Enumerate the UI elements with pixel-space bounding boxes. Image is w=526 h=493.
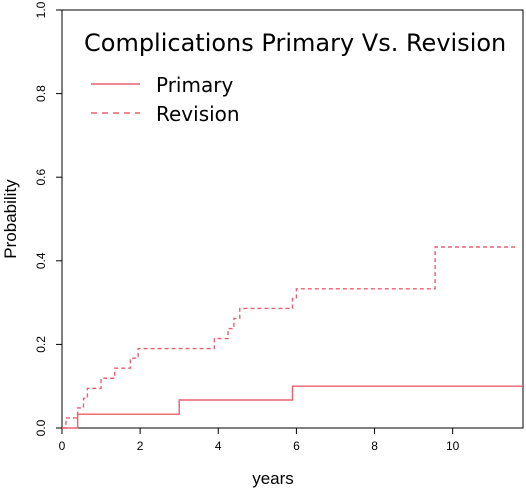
x-axis: 0 2 4 6 8 10 [59, 428, 460, 453]
legend-label-revision: Revision [156, 102, 240, 126]
y-axis: 0.0 0.2 0.4 0.6 0.8 1.0 [34, 1, 62, 436]
legend: Primary Revision [91, 73, 240, 126]
y-tick-label: 0.2 [34, 336, 48, 353]
x-axis-title: years [252, 469, 294, 488]
y-tick-label: 0.0 [34, 419, 48, 436]
x-tick-label: 10 [446, 439, 460, 453]
y-tick-label: 1.0 [34, 1, 48, 18]
series-line-primary [62, 385, 523, 429]
legend-label-primary: Primary [156, 73, 233, 97]
y-tick-label: 0.6 [34, 169, 48, 186]
plot-area [61, 9, 524, 429]
x-tick-label: 0 [59, 439, 66, 453]
y-tick-label: 0.8 [34, 85, 48, 102]
x-tick-label: 6 [293, 439, 300, 453]
x-tick-label: 2 [137, 439, 144, 453]
chart-title: Complications Primary Vs. Revision [84, 29, 506, 57]
plot-border [61, 9, 524, 429]
series-layer [62, 246, 523, 429]
series-line-revision [62, 246, 516, 429]
y-tick-label: 0.4 [34, 252, 48, 269]
x-tick-label: 8 [371, 439, 378, 453]
x-tick-label: 4 [215, 439, 222, 453]
y-axis-title: Probability [1, 179, 20, 259]
